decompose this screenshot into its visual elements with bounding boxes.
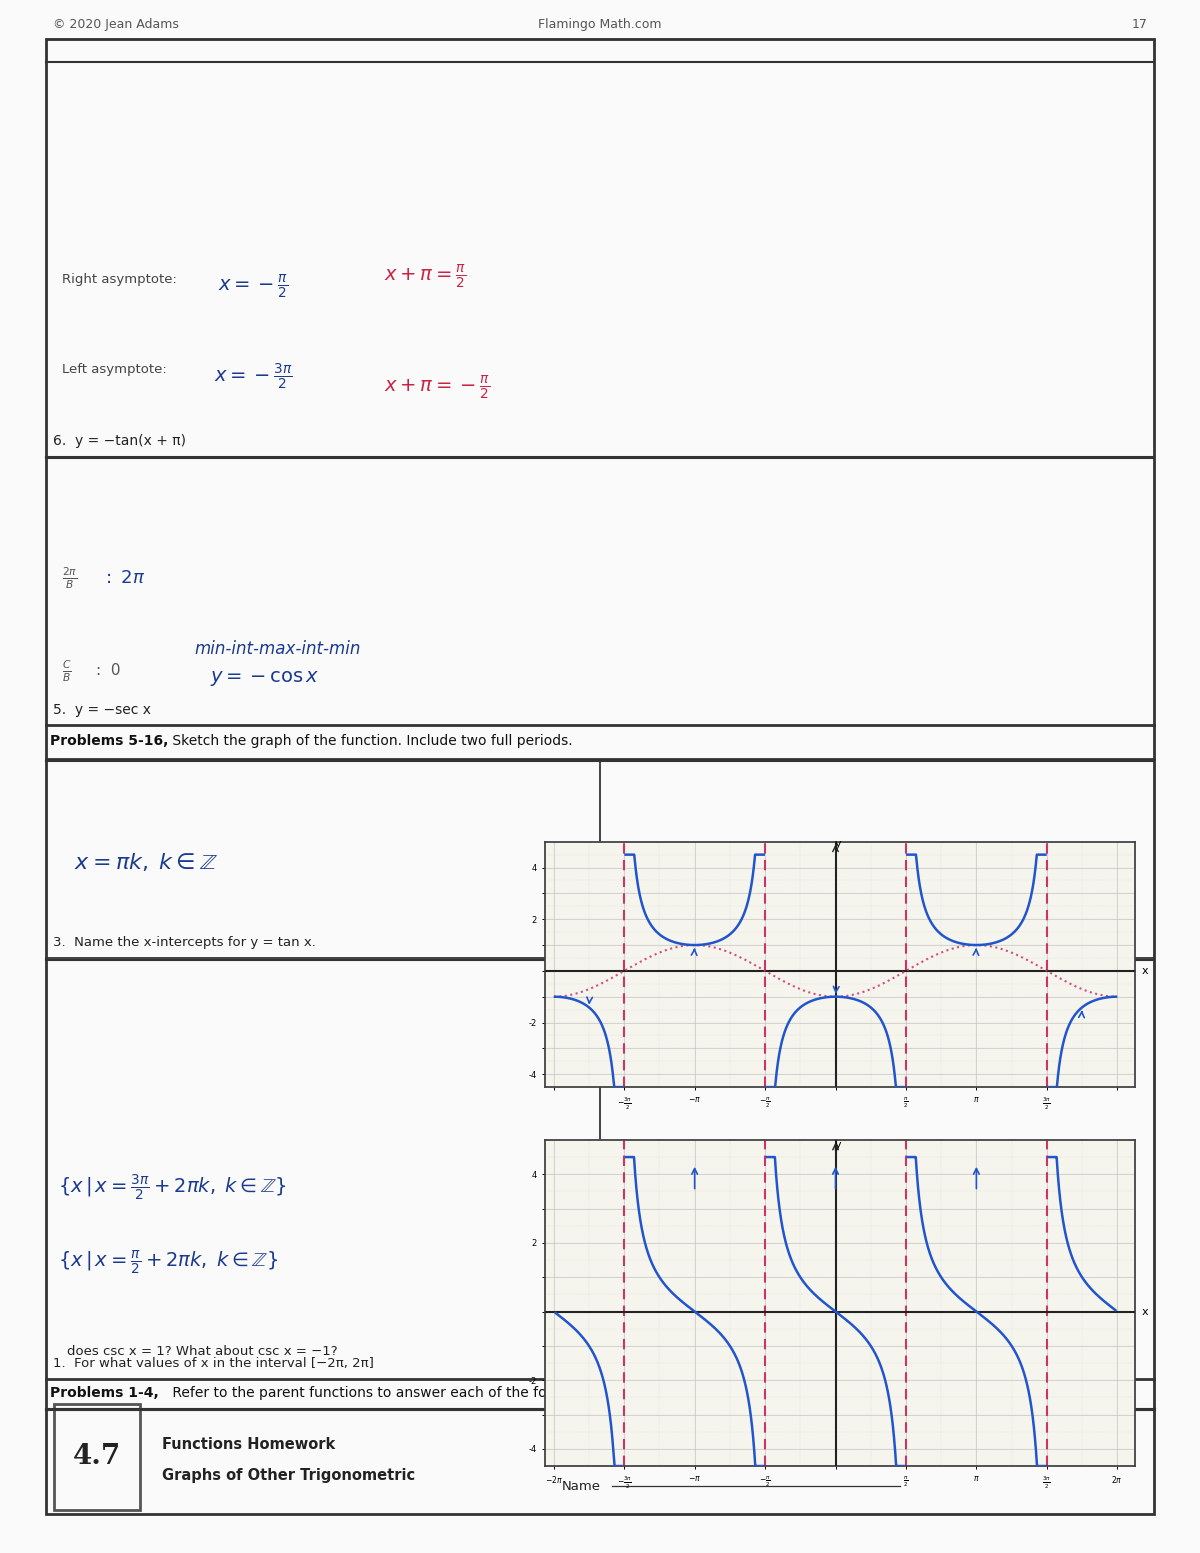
Text: 4.  Name the x-intercepts for y = cot x.: 4. Name the x-intercepts for y = cot x.	[606, 936, 868, 949]
Text: $x = -\frac{3\pi}{2}$: $x = -\frac{3\pi}{2}$	[214, 362, 293, 393]
Text: 2.  For what values of x in the interval [−2π, 2π]: 2. For what values of x in the interval …	[606, 1357, 926, 1370]
Text: Problems 5-16,: Problems 5-16,	[50, 733, 169, 749]
Text: $x = -\frac{\pi}{2}$: $x = -\frac{\pi}{2}$	[218, 273, 289, 301]
Text: :  0: : 0	[96, 663, 120, 679]
Text: $x + \pi = -\frac{\pi}{2}$: $x + \pi = -\frac{\pi}{2}$	[384, 374, 491, 402]
Text: Refer to the parent functions to answer each of the following.: Refer to the parent functions to answer …	[168, 1385, 600, 1401]
Text: $y = -\cos x$: $y = -\cos x$	[210, 669, 319, 688]
Text: $x + \pi = \frac{\pi}{2}$: $x + \pi = \frac{\pi}{2}$	[384, 262, 467, 290]
Text: Sketch the graph of the function. Include two full periods.: Sketch the graph of the function. Includ…	[168, 733, 572, 749]
Text: 6.  y = −tan(x + π): 6. y = −tan(x + π)	[53, 433, 186, 449]
Text: min-int-max-int-min: min-int-max-int-min	[194, 640, 361, 658]
Text: $x = \frac{\pi}{2} + \pi k,\; k\in\mathbb{Z}$: $x = \frac{\pi}{2} + \pi k,\; k\in\mathb…	[624, 1211, 797, 1242]
Text: Date: Date	[562, 1446, 593, 1458]
Text: 3.  Name the x-intercepts for y = tan x.: 3. Name the x-intercepts for y = tan x.	[53, 936, 316, 949]
Text: Flamingo Math.com: Flamingo Math.com	[539, 19, 661, 31]
Text: $\frac{C}{B}$: $\frac{C}{B}$	[62, 658, 72, 683]
Text: does y = sec x have vertical asymptotes?: does y = sec x have vertical asymptotes?	[620, 1345, 899, 1357]
Text: does csc x = 1? What about csc x = −1?: does csc x = 1? What about csc x = −1?	[67, 1345, 338, 1357]
Text: Left asymptote:: Left asymptote:	[62, 363, 167, 376]
Text: Name: Name	[562, 1480, 601, 1492]
Text: Functions Homework: Functions Homework	[162, 1437, 335, 1452]
Text: 5.  y = −sec x: 5. y = −sec x	[53, 702, 151, 717]
Text: © 2020 Jean Adams: © 2020 Jean Adams	[53, 19, 179, 31]
Text: Period: Period	[780, 1446, 822, 1458]
Text: $x = \pi k,\; k\in\mathbb{Z}$: $x = \pi k,\; k\in\mathbb{Z}$	[74, 851, 218, 873]
Bar	[54, 1404, 140, 1510]
Text: 17: 17	[1132, 19, 1147, 31]
Text: $\frac{2\pi}{B}$: $\frac{2\pi}{B}$	[62, 565, 78, 590]
Text: y: y	[834, 840, 841, 849]
Text: x: x	[1142, 1306, 1148, 1317]
Text: $:\ 2\pi$: $:\ 2\pi$	[102, 568, 145, 587]
Text: x: x	[1142, 966, 1148, 975]
Text: Graphs of Other Trigonometric: Graphs of Other Trigonometric	[162, 1468, 415, 1483]
Text: $x = \frac{\pi}{2} + \pi k,\; k\in\mathbb{Z}$: $x = \frac{\pi}{2} + \pi k,\; k\in\mathb…	[624, 846, 809, 877]
Text: Problems 1-4,: Problems 1-4,	[50, 1385, 160, 1401]
Text: 4.7: 4.7	[73, 1443, 121, 1471]
Text: 1.  For what values of x in the interval [−2π, 2π]: 1. For what values of x in the interval …	[53, 1357, 373, 1370]
Text: $\{x\,|\,x = \frac{\pi}{2} + 2\pi k,\; k\in\mathbb{Z}\}$: $\{x\,|\,x = \frac{\pi}{2} + 2\pi k,\; k…	[58, 1249, 278, 1277]
Text: $\{x\,|\,x = \frac{3\pi}{2} + 2\pi k,\; k\in\mathbb{Z}\}$: $\{x\,|\,x = \frac{3\pi}{2} + 2\pi k,\; …	[58, 1173, 287, 1204]
Text: y: y	[834, 1140, 841, 1151]
Text: Right asymptote:: Right asymptote:	[62, 273, 178, 286]
